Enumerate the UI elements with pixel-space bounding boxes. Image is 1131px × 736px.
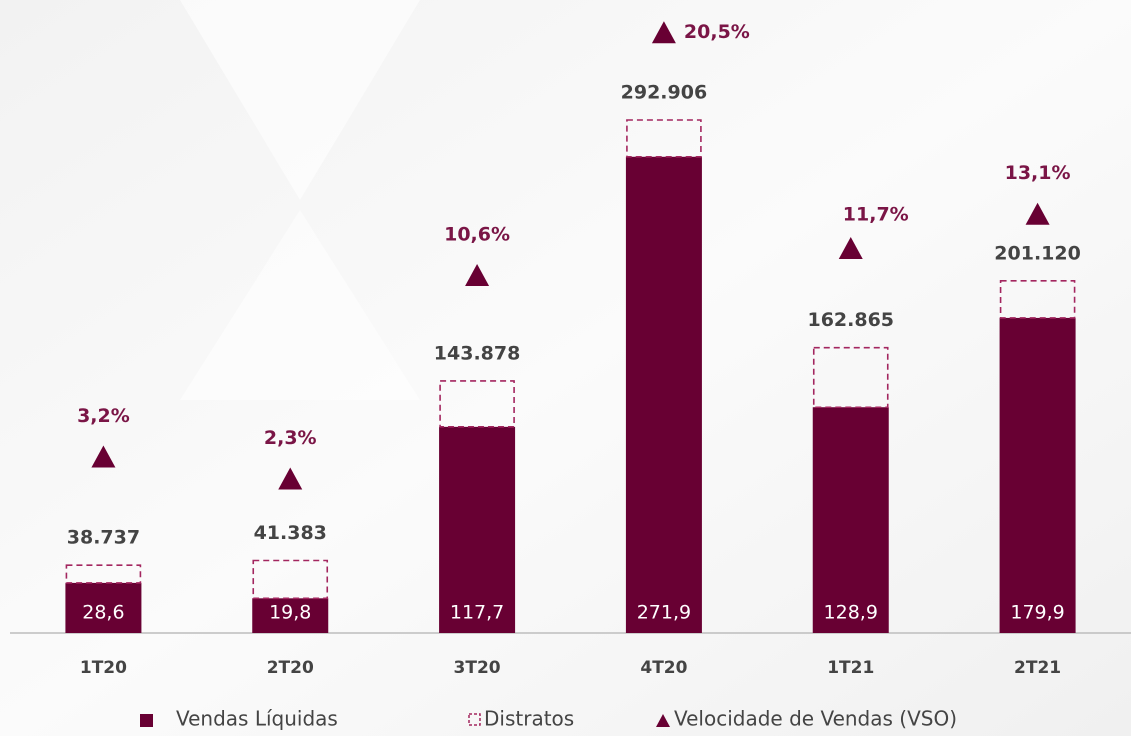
vso-label: 2,3%	[264, 427, 317, 449]
vso-marker	[465, 264, 490, 287]
vso-marker	[838, 237, 863, 260]
x-tick-label: 2T20	[267, 658, 314, 678]
vso-label: 10,6%	[444, 224, 510, 246]
legend-swatch	[656, 714, 670, 727]
vso-marker	[651, 21, 676, 44]
bar-distratos	[252, 559, 329, 600]
bar-net	[999, 317, 1076, 633]
legend-swatch	[140, 714, 153, 727]
bar-net	[439, 426, 516, 633]
legend-label: Vendas Líquidas	[176, 707, 338, 731]
vso-label: 20,5%	[684, 21, 750, 43]
vso-label: 3,2%	[77, 405, 130, 427]
total-label: 292.906	[621, 82, 708, 104]
vso-marker	[91, 445, 116, 468]
total-label: 41.383	[254, 522, 327, 544]
x-tick-label: 4T20	[640, 658, 687, 678]
net-label: 28,6	[82, 602, 124, 624]
total-label: 38.737	[67, 527, 140, 549]
x-tick-label: 2T21	[1014, 658, 1061, 678]
vso-label: 13,1%	[1005, 162, 1071, 184]
legend-swatch	[468, 713, 481, 726]
bar-distratos	[626, 119, 702, 158]
net-label: 271,9	[637, 602, 691, 624]
bar-distratos	[999, 279, 1076, 319]
x-tick-label: 1T21	[827, 658, 874, 678]
net-label: 19,8	[269, 602, 311, 624]
total-label: 143.878	[434, 342, 521, 364]
total-label: 201.120	[994, 242, 1081, 264]
x-tick-label: 1T20	[80, 658, 127, 678]
net-label: 128,9	[824, 602, 878, 624]
bar-net	[812, 407, 889, 633]
legend-label: Velocidade de Vendas (VSO)	[674, 707, 957, 731]
bar-net	[65, 582, 142, 633]
bar-net	[625, 156, 702, 634]
bg-shape	[180, 210, 420, 400]
net-label: 179,9	[1010, 602, 1064, 624]
total-label: 162.865	[807, 309, 894, 331]
x-tick-label: 3T20	[454, 658, 501, 678]
bar-distratos	[812, 346, 889, 409]
bar-distratos	[65, 564, 142, 584]
vso-marker	[278, 467, 303, 490]
bg-shape	[180, 0, 420, 200]
vso-label: 11,7%	[843, 204, 909, 226]
vso-marker	[1025, 202, 1050, 225]
legend-label: Distratos	[484, 707, 574, 731]
net-label: 117,7	[450, 602, 504, 624]
bar-net	[252, 598, 329, 633]
